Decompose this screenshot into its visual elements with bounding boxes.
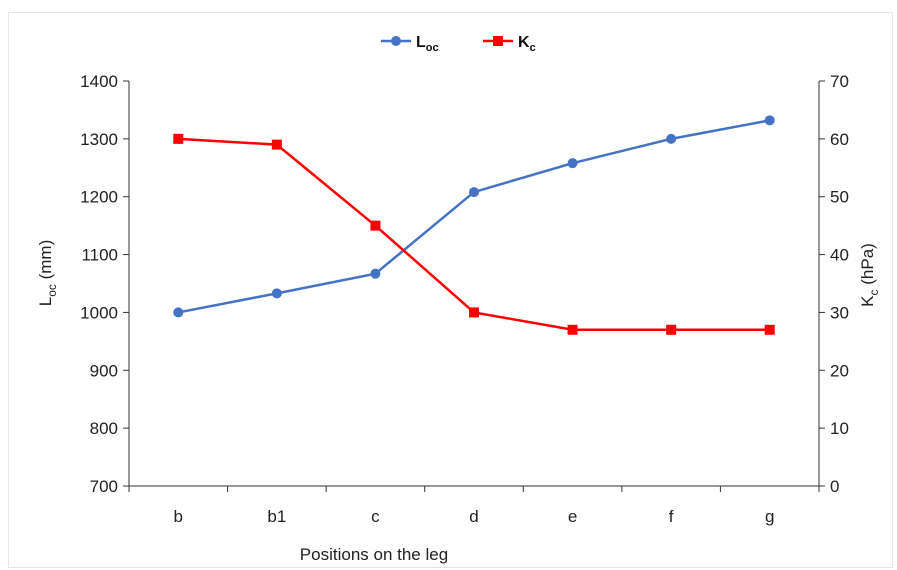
- series-line-loc: [178, 119, 770, 314]
- data-point: [271, 288, 282, 299]
- left-tick-label: 700: [90, 477, 118, 496]
- right-y-axis-title: Kc (hPa): [858, 243, 881, 307]
- data-point: [567, 324, 578, 335]
- right-tick-label: 10: [830, 419, 849, 438]
- data-point: [666, 324, 677, 335]
- right-tick-label: 0: [830, 477, 839, 496]
- data-point: [370, 268, 381, 279]
- x-tick-label: f: [669, 507, 674, 526]
- legend-label: Kc: [518, 34, 536, 54]
- right-y-axis: 0 10 20 30 40 50 60 70: [818, 72, 849, 496]
- x-tick-label: g: [765, 507, 774, 526]
- chart-frame: Loc Kc 700 800 900 1000 1100 1200 1300 1400 0 10 2…: [8, 12, 893, 568]
- left-y-axis: 700 800 900 1000 1100 1200 1300 1400: [80, 72, 130, 496]
- right-tick-label: 50: [830, 188, 849, 207]
- legend: Loc Kc: [381, 34, 536, 54]
- data-point: [173, 133, 184, 144]
- data-point: [271, 139, 282, 150]
- x-tick-label: e: [568, 507, 577, 526]
- x-axis-title: Positions on the leg: [300, 545, 448, 564]
- data-point: [173, 307, 184, 318]
- x-tick-label: d: [469, 507, 478, 526]
- legend-label: Loc: [416, 34, 439, 54]
- x-tick-label: c: [371, 507, 380, 526]
- left-tick-label: 1300: [80, 130, 118, 149]
- data-point: [567, 158, 578, 169]
- line-chart: Loc Kc 700 800 900 1000 1100 1200 1300 1400 0 10 2…: [36, 34, 881, 564]
- x-tick-label: b: [174, 507, 183, 526]
- legend-marker: [493, 36, 503, 46]
- series-line-kc: [178, 137, 770, 332]
- data-point: [469, 187, 479, 198]
- series-layer: [173, 115, 775, 335]
- x-axis: b b1 c d e f g: [128, 485, 820, 526]
- data-point: [370, 220, 381, 231]
- x-tick-label: b1: [267, 507, 286, 526]
- left-tick-label: 1400: [80, 72, 118, 91]
- right-tick-label: 30: [830, 303, 849, 322]
- right-tick-label: 60: [830, 130, 849, 149]
- left-tick-label: 800: [90, 419, 118, 438]
- left-tick-label: 1100: [81, 246, 118, 265]
- data-point: [469, 307, 479, 318]
- left-y-axis-title: Loc (mm): [36, 240, 59, 307]
- data-point: [764, 115, 775, 126]
- left-tick-label: 900: [90, 361, 118, 380]
- right-tick-label: 20: [830, 361, 849, 380]
- left-tick-label: 1200: [80, 188, 118, 207]
- right-tick-label: 70: [830, 72, 849, 91]
- data-point: [666, 133, 677, 144]
- left-tick-label: 1000: [80, 303, 118, 322]
- legend-marker: [391, 36, 401, 46]
- data-point: [764, 324, 775, 335]
- right-tick-label: 40: [830, 246, 849, 265]
